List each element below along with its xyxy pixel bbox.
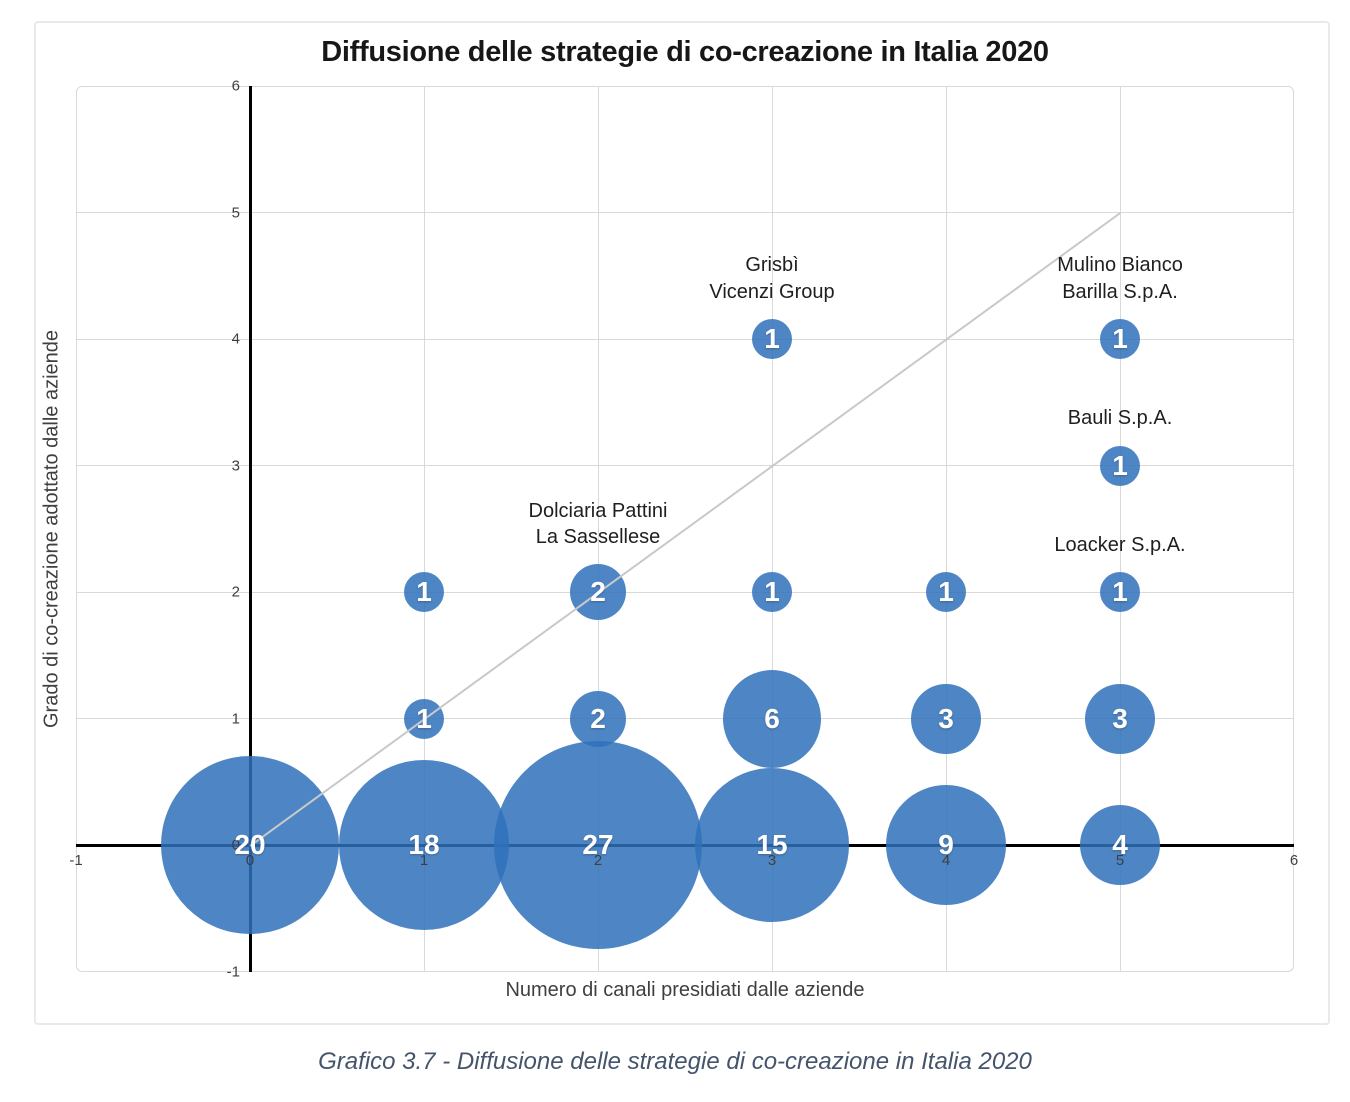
bubble-value-label: 18 <box>408 829 440 861</box>
gridline-horizontal <box>76 718 1294 720</box>
x-axis-title: Numero di canali presidiati dalle aziend… <box>505 979 865 1001</box>
gridline-vertical <box>597 86 599 972</box>
company-annotation: Dolciaria Pattini La Sassellese <box>529 498 668 551</box>
y-tick-label: 4 <box>231 330 240 348</box>
gridline-horizontal <box>76 465 1294 467</box>
bubble-value-label: 1 <box>938 576 954 608</box>
bubble-value-label: 1 <box>1112 323 1128 355</box>
bubble-value-label: 1 <box>1112 449 1128 481</box>
gridline-vertical <box>1119 86 1121 972</box>
gridline-horizontal <box>76 591 1294 593</box>
gridline-horizontal <box>76 338 1294 340</box>
data-bubble <box>1085 683 1155 754</box>
company-annotation-line: Mulino Bianco <box>1057 254 1183 277</box>
x-tick-label: -1 <box>69 852 83 870</box>
gridline-vertical <box>423 86 425 972</box>
data-bubble <box>1080 805 1160 886</box>
x-tick-label: 3 <box>767 852 777 870</box>
bubble-value-label: 2 <box>590 702 606 734</box>
company-annotation-line: Dolciaria Pattini <box>528 499 668 522</box>
bubble-value-label: 3 <box>1112 702 1128 734</box>
y-axis-title: Grado di co-creazione adottato dalle azi… <box>40 329 63 729</box>
data-bubble <box>494 741 702 950</box>
y-tick-label: 2 <box>231 583 240 601</box>
company-annotation-line: Vicenzi Group <box>709 280 835 303</box>
gridline-vertical <box>771 86 773 972</box>
y-tick-label: 3 <box>231 457 240 475</box>
company-annotation: Loacker S.p.A. <box>1054 532 1185 558</box>
plot-area: -1 0 1 2 3 4 5 6 -1 0 1 2 3 4 5 6 20 18 27 15 9 4 1 2 6 3 3 1 2 1 1 1 1 1… <box>69 79 1298 980</box>
data-bubble <box>752 319 792 360</box>
bubble-value-label: 20 <box>234 829 266 861</box>
x-tick-label: 2 <box>593 852 603 870</box>
data-bubble <box>404 572 444 613</box>
data-bubble <box>926 572 966 613</box>
y-tick-label: 5 <box>231 204 240 222</box>
data-bubble <box>886 785 1006 906</box>
y-tick-label: -1 <box>226 963 240 981</box>
data-bubble <box>1100 319 1140 360</box>
bubble-value-label: 27 <box>582 829 614 861</box>
bubble-value-label: 1 <box>764 576 780 608</box>
company-annotation-line: Bauli S.p.A. <box>1067 407 1173 430</box>
gridline-vertical <box>945 86 947 972</box>
company-annotation: Grisbì Vicenzi Group <box>709 252 834 305</box>
x-tick-label: 4 <box>941 852 951 870</box>
company-annotation: Mulino Bianco Barilla S.p.A. <box>1057 252 1183 305</box>
company-annotation-line: Loacker S.p.A. <box>1054 533 1186 556</box>
data-bubble <box>695 768 849 923</box>
plot-border <box>76 86 1294 972</box>
company-annotation-line: Barilla S.p.A. <box>1062 280 1178 303</box>
data-bubble <box>1100 572 1140 613</box>
y-tick-label: 1 <box>231 710 240 728</box>
bubble-value-label: 4 <box>1112 829 1128 861</box>
bubble-value-label: 1 <box>1112 576 1128 608</box>
x-tick-label: 5 <box>1115 852 1125 870</box>
x-tick-label: 1 <box>419 852 429 870</box>
bubble-value-label: 3 <box>938 702 954 734</box>
x-tick-label: 0 <box>245 852 255 870</box>
company-annotation-line: La Sassellese <box>535 525 661 548</box>
data-bubble <box>339 760 509 931</box>
bubble-value-label: 6 <box>764 702 780 734</box>
bubble-value-label: 1 <box>416 576 432 608</box>
bubble-value-label: 1 <box>764 323 780 355</box>
company-annotation: Bauli S.p.A. <box>1068 405 1173 431</box>
chart-title: Diffusione delle strategie di co-creazio… <box>321 36 1049 68</box>
bubble-value-label: 9 <box>938 829 954 861</box>
y-axis-line <box>248 86 252 972</box>
bubble-value-label: 2 <box>590 576 606 608</box>
figure-caption: Grafico 3.7 - Diffusione delle strategie… <box>318 1048 1032 1075</box>
data-bubble <box>911 683 981 754</box>
bubble-value-label: 1 <box>416 702 432 734</box>
data-bubble <box>570 690 626 747</box>
data-bubble <box>723 669 821 768</box>
bubble-value-label: 15 <box>756 829 788 861</box>
gridline-horizontal <box>76 212 1294 214</box>
data-bubble <box>752 572 792 613</box>
company-annotation-line: Grisbì <box>745 254 799 277</box>
data-bubble <box>1100 445 1140 486</box>
y-tick-label: 6 <box>231 77 240 95</box>
y-tick-label: 0 <box>231 836 240 854</box>
x-tick-label: 6 <box>1289 852 1299 870</box>
